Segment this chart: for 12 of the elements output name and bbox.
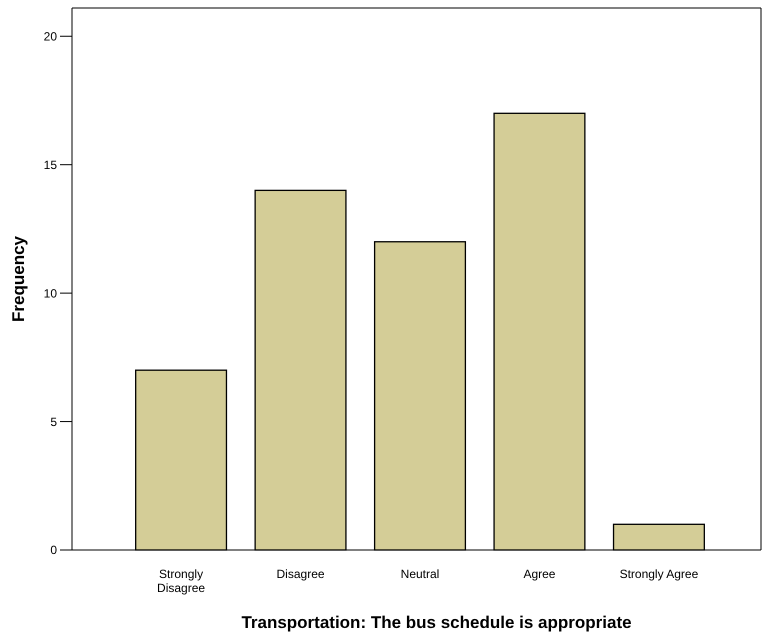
x-tick-label: Neutral xyxy=(400,567,440,581)
y-tick-label: 10 xyxy=(44,286,58,300)
x-tick-label: Agree xyxy=(523,567,556,581)
y-axis-title: Frequency xyxy=(9,235,28,322)
x-tick-label: Strongly Agree xyxy=(620,567,699,581)
y-tick-label: 15 xyxy=(44,158,58,172)
y-tick-label: 20 xyxy=(44,29,58,44)
y-tick-label: 0 xyxy=(50,543,58,558)
x-tick-label: Disagree xyxy=(276,567,325,581)
y-tick-label: 5 xyxy=(50,414,58,429)
x-axis-title: Transportation: The bus schedule is appropriate xyxy=(241,613,632,632)
x-tick-label: Strongly Disagree xyxy=(157,567,206,595)
